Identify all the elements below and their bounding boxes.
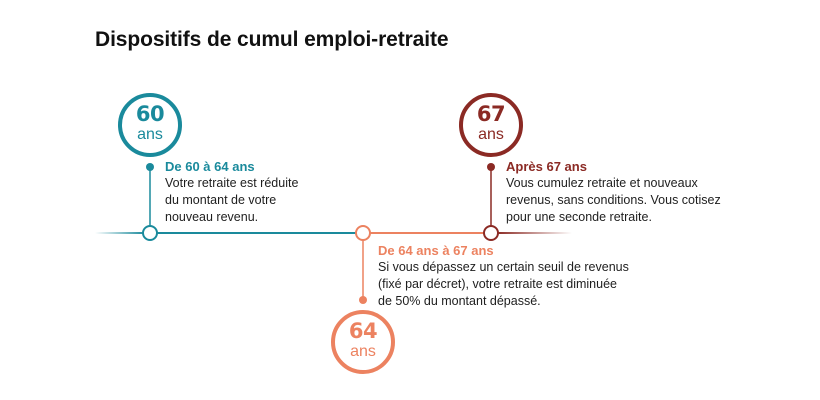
age-64-body-line: de 50% du montant dépassé. xyxy=(378,294,541,308)
age-67-body-line: revenus, sans conditions. Vous cotisez xyxy=(506,193,721,207)
age-67-body-line: pour une seconde retraite. xyxy=(506,210,652,224)
age-64-dot-icon xyxy=(359,296,367,304)
age-67-body-line: Vous cumulez retraite et nouveaux xyxy=(506,176,698,190)
age-64-circle-icon xyxy=(331,310,395,374)
age-60-description: De 60 à 64 ans Votre retraite est réduit… xyxy=(165,158,298,226)
age-67-number: 67 xyxy=(476,102,506,126)
age-64-body-line: (fixé par décret), votre retraite est di… xyxy=(378,277,617,291)
age-60-body-line: Votre retraite est réduite xyxy=(165,176,299,190)
age-67-label: 67 ans xyxy=(460,104,522,143)
age-60-heading: De 60 à 64 ans xyxy=(165,159,255,174)
age-60-node-icon xyxy=(142,225,158,241)
age-60-unit: ans xyxy=(137,126,163,143)
age-67-dot-icon xyxy=(487,163,495,171)
age-67-heading: Après 67 ans xyxy=(506,159,587,174)
age-67-description: Après 67 ans Vous cumulez retraite et no… xyxy=(506,158,721,226)
age-67-circle-icon xyxy=(459,93,523,157)
age-60-label: 60 ans xyxy=(119,104,181,143)
age-60-dot-icon xyxy=(146,163,154,171)
age-64-unit: ans xyxy=(350,343,376,360)
age-64-description: De 64 ans à 67 ans Si vous dépassez un c… xyxy=(378,242,629,310)
age-60-body-line: du montant de votre xyxy=(165,193,277,207)
age-60-number: 60 xyxy=(135,102,165,126)
age-64-number: 64 xyxy=(348,319,378,343)
page-title: Dispositifs de cumul emploi-retraite xyxy=(95,28,449,51)
age-64-node-icon xyxy=(355,225,371,241)
age-64-heading: De 64 ans à 67 ans xyxy=(378,243,494,258)
age-60-circle-icon xyxy=(118,93,182,157)
age-67-node-icon xyxy=(483,225,499,241)
age-67-unit: ans xyxy=(478,126,504,143)
age-64-body-line: Si vous dépassez un certain seuil de rev… xyxy=(378,260,629,274)
age-64-label: 64 ans xyxy=(332,321,394,360)
age-60-body-line: nouveau revenu. xyxy=(165,210,259,224)
